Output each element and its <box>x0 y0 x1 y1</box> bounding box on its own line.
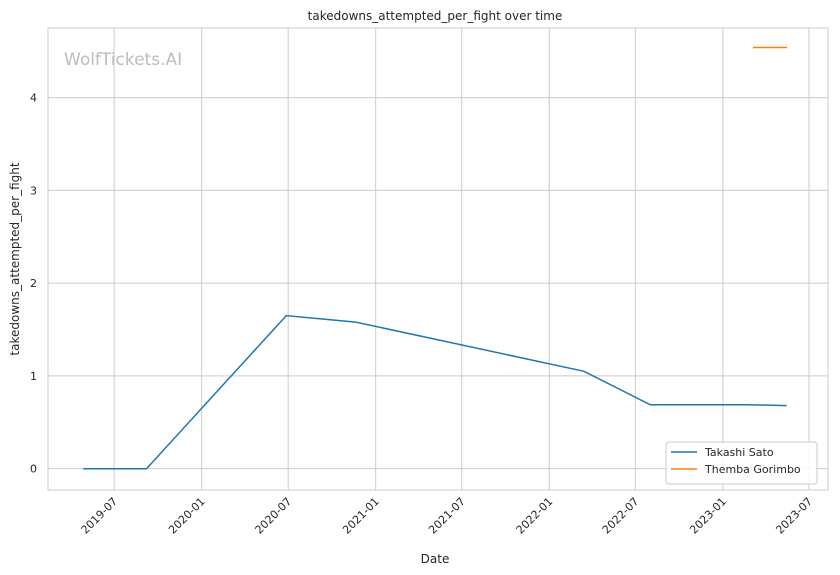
chart-title: takedowns_attempted_per_fight over time <box>308 9 563 23</box>
x-tick-label: 2022-07 <box>600 495 642 537</box>
plot-frame <box>47 27 829 491</box>
legend-box <box>665 441 818 485</box>
x-axis-label: Date <box>421 552 450 566</box>
y-tick-labels: 0 1 2 3 4 <box>30 92 37 476</box>
y-tick-label: 0 <box>30 463 37 476</box>
series-lines <box>83 46 788 470</box>
x-tick-label: 2023-07 <box>773 495 815 537</box>
y-tick-label: 4 <box>30 92 37 105</box>
y-tick-label: 2 <box>30 277 37 290</box>
series-line-takashi-sato <box>83 314 787 470</box>
x-tick-label: 2022-01 <box>514 495 556 537</box>
watermark: WolfTickets.AI <box>64 50 182 70</box>
legend-label-takashi-sato: Takashi Sato <box>704 446 774 459</box>
y-tick-label: 3 <box>30 184 37 197</box>
x-tick-label: 2021-01 <box>340 495 382 537</box>
legend: Takashi Sato Themba Gorimbo <box>665 441 818 485</box>
x-tick-label: 2020-07 <box>253 495 295 537</box>
y-axis-label: takedowns_attempted_per_fight <box>8 162 22 355</box>
x-tick-label: 2021-07 <box>426 495 468 537</box>
legend-label-themba-gorimbo: Themba Gorimbo <box>704 463 801 476</box>
y-tick-label: 1 <box>30 370 37 383</box>
x-tick-labels: 2019-07 2020-01 2020-07 2021-01 2021-07 2022-… <box>79 495 816 537</box>
x-tick-label: 2023-01 <box>687 495 729 537</box>
grid <box>48 28 828 490</box>
x-tick-label: 2020-01 <box>166 495 208 537</box>
x-tick-label: 2019-07 <box>79 495 121 537</box>
